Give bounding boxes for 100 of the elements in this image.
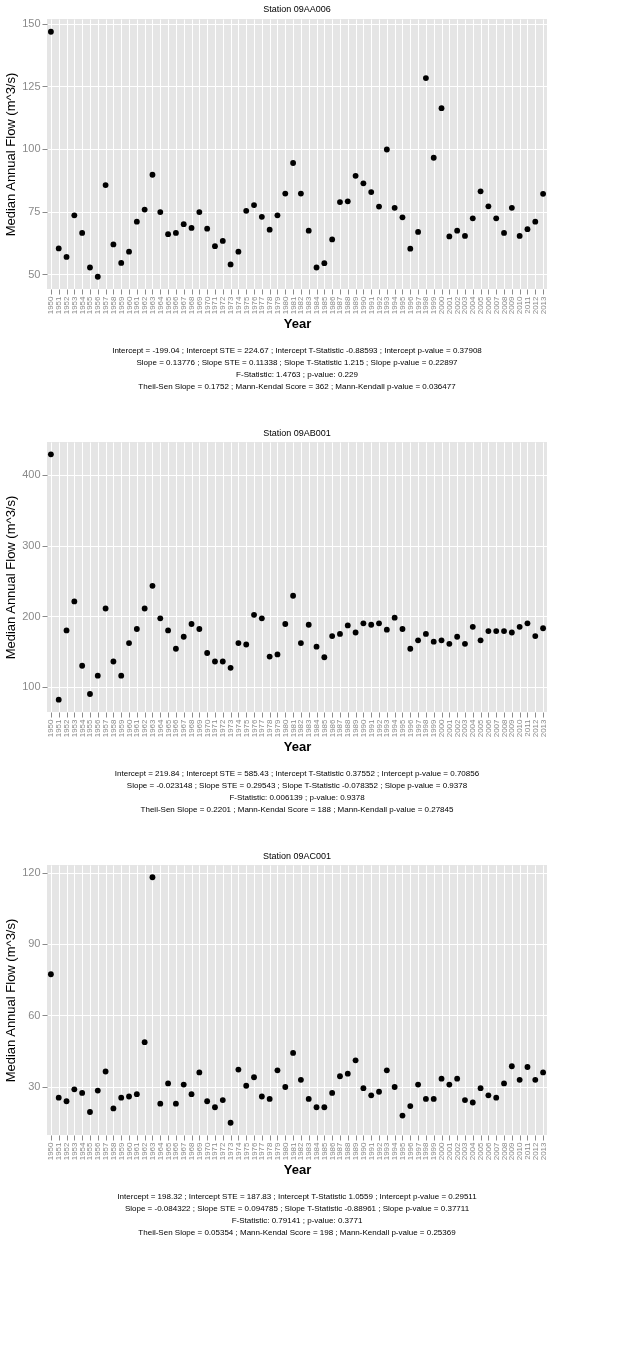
x-tick-label: 1976 <box>249 718 259 738</box>
x-tick-label: 1999 <box>429 1141 439 1161</box>
x-tick-label: 1988 <box>343 295 353 315</box>
x-tick-label: 1986 <box>327 1141 337 1161</box>
x-tick-label: 1973 <box>226 295 236 315</box>
x-tick-label: 2011 <box>522 295 532 314</box>
x-tick-label: 1978 <box>265 295 275 315</box>
x-tick-label: 2009 <box>507 1141 517 1161</box>
x-tick-label: 1962 <box>140 295 150 315</box>
x-tick-label: 2006 <box>483 1141 493 1161</box>
x-tick-label: 1970 <box>202 295 212 315</box>
x-tick-label: 2005 <box>476 295 486 315</box>
y-tick-label: 150 <box>22 17 41 30</box>
x-tick-label: 1957 <box>101 1141 111 1161</box>
x-tick-label: 1996 <box>405 718 415 738</box>
x-tick-label: 1995 <box>397 1141 407 1161</box>
x-tick-label: 1995 <box>397 295 407 315</box>
y-tick-label: 75 <box>28 205 41 218</box>
x-tick-label: 1998 <box>421 295 431 315</box>
x-tick-label: 1957 <box>101 718 111 738</box>
x-tick-label: 1966 <box>171 295 181 315</box>
x-tick-label: 2006 <box>483 718 493 738</box>
y-tick-label: 200 <box>22 609 41 622</box>
x-tick-label: 1989 <box>351 718 361 738</box>
x-tick-label: 1954 <box>77 1141 87 1161</box>
y-axis-title: Median Annual Flow (m^3/s) <box>3 918 19 1083</box>
y-tick-label: 125 <box>22 79 41 92</box>
x-tick-label: 1991 <box>366 295 376 315</box>
x-tick-label: 2011 <box>522 1141 532 1160</box>
text: Intercept = 219.84 ; Intercept STE = 585.43 ; Intercept T-Statistic 0.37552 ; Intercept p-value = 0.70856 <box>114 769 480 778</box>
x-tick-label: 2003 <box>460 1141 470 1161</box>
x-tick-label: 1996 <box>405 295 415 315</box>
x-tick-label: 1984 <box>312 718 322 738</box>
x-tick-label: 1986 <box>327 718 337 738</box>
x-axis-title: Year <box>283 1162 312 1178</box>
x-tick-label: 2001 <box>444 295 454 315</box>
x-tick-label: 1974 <box>233 1141 243 1161</box>
x-tick-label: 1981 <box>288 718 298 738</box>
x-tick-label: 1961 <box>132 1141 142 1161</box>
x-tick-label: 2002 <box>452 295 462 315</box>
x-tick-label: 1951 <box>54 295 64 315</box>
x-tick-label: 1951 <box>54 1141 64 1161</box>
x-tick-label: 1991 <box>366 1141 376 1161</box>
x-tick-label: 1972 <box>218 1141 228 1161</box>
x-tick-label: 1960 <box>124 1141 134 1161</box>
x-tick-label: 1950 <box>46 718 56 738</box>
x-tick-label: 1958 <box>108 1141 118 1161</box>
x-tick-label: 1955 <box>85 718 95 738</box>
x-tick-label: 1964 <box>155 1141 165 1161</box>
text: Slope = 0.13776 ; Slope STE = 0.11338 ; Slope T-Statistic 1.215 ; Slope p-value = 0.22897 <box>136 358 459 367</box>
x-tick-label: 1963 <box>147 1141 157 1161</box>
x-tick-label: 1982 <box>296 295 306 315</box>
x-tick-label: 1966 <box>171 1141 181 1161</box>
x-tick-label: 1970 <box>202 1141 212 1161</box>
text: Theil-Sen Slope = 0.2201 ; Mann-Kendal Score = 188 ; Mann-Kendall p-value = 0.27845 <box>140 805 454 814</box>
x-tick-label: 1965 <box>163 718 173 738</box>
x-tick-label: 1967 <box>179 295 189 315</box>
x-tick-label: 1983 <box>304 718 314 738</box>
x-tick-label: 1974 <box>233 295 243 315</box>
x-tick-label: 1964 <box>155 295 165 315</box>
x-tick-label: 1995 <box>397 718 407 738</box>
x-tick-label: 1977 <box>257 718 267 738</box>
x-tick-label: 1959 <box>116 295 126 315</box>
x-tick-label: 2002 <box>452 1141 462 1161</box>
text: Intercept = -199.04 ; Intercept STE = 224.67 ; Intercept T-Statistic -0.88593 ; Intercept p-value = 0.37908 <box>112 346 483 355</box>
x-tick-label: 1993 <box>382 718 392 738</box>
x-tick-label: 2003 <box>460 718 470 738</box>
x-tick-label: 1965 <box>163 1141 173 1161</box>
y-tick-label: 120 <box>22 866 41 879</box>
x-tick-label: 1977 <box>257 1141 267 1161</box>
x-tick-label: 1996 <box>405 1141 415 1161</box>
x-tick-label: 1988 <box>343 718 353 738</box>
x-tick-label: 1985 <box>319 295 329 315</box>
x-tick-label: 1992 <box>374 295 384 315</box>
y-tick-label: 100 <box>22 680 41 693</box>
y-tick-label: 300 <box>22 539 41 552</box>
x-tick-label: 1985 <box>319 718 329 738</box>
x-tick-label: 2013 <box>538 295 548 315</box>
x-tick-label: 1975 <box>241 1141 251 1161</box>
x-tick-label: 1981 <box>288 1141 298 1161</box>
x-tick-label: 1987 <box>335 1141 345 1161</box>
x-tick-label: 1966 <box>171 718 181 738</box>
x-tick-label: 1968 <box>187 295 197 315</box>
x-tick-label: 1968 <box>187 718 197 738</box>
x-tick-label: 1998 <box>421 1141 431 1161</box>
x-tick-label: 1992 <box>374 718 384 738</box>
x-tick-label: 1968 <box>187 1141 197 1161</box>
x-tick-label: 1960 <box>124 295 134 315</box>
x-tick-label: 1982 <box>296 718 306 738</box>
x-tick-label: 2005 <box>476 1141 486 1161</box>
x-tick-label: 1997 <box>413 1141 423 1161</box>
x-tick-label: 1972 <box>218 295 228 315</box>
x-tick-label: 1980 <box>280 718 290 738</box>
x-tick-label: 2010 <box>515 295 525 315</box>
x-tick-label: 2013 <box>538 1141 548 1161</box>
x-tick-label: 1994 <box>390 295 400 315</box>
x-tick-label: 1972 <box>218 718 228 738</box>
x-tick-label: 1983 <box>304 1141 314 1161</box>
x-tick-label: 1992 <box>374 1141 384 1161</box>
y-tick-label: 50 <box>28 267 41 280</box>
